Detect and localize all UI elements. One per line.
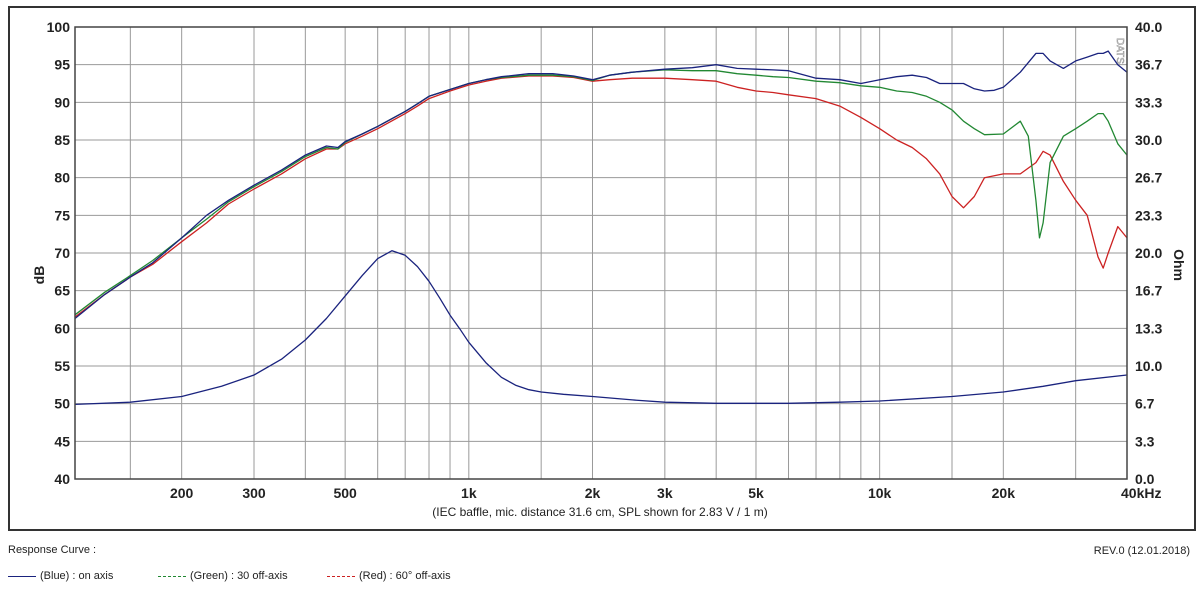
y2-tick-label: 0.0: [1135, 471, 1155, 487]
y-tick-label: 70: [54, 245, 70, 261]
x-tick-label: 500: [333, 485, 357, 501]
y2-tick-label: 26.7: [1135, 170, 1162, 186]
y2-tick-label: 10.0: [1135, 358, 1162, 374]
grid: [75, 26, 1128, 480]
y-tick-label: 40: [54, 471, 70, 487]
legend-label-green: (Green) : 30 off-axis: [190, 570, 288, 582]
y-tick-label: 45: [54, 433, 70, 449]
y-axis-title: dB: [31, 266, 47, 285]
x-tick-label: 40kHz: [1121, 485, 1161, 501]
y2-tick-label: 16.7: [1135, 283, 1162, 299]
y2-tick-label: 20.0: [1135, 245, 1162, 261]
x-tick-label: 10k: [868, 485, 892, 501]
series-red-60-off-axis: [74, 75, 1128, 318]
x-tick-label: 200: [170, 485, 194, 501]
revision-label: REV.0 (12.01.2018): [1093, 545, 1190, 557]
chart-caption: (IEC baffle, mic. distance 31.6 cm, SPL …: [432, 505, 767, 519]
x-tick-label: 2k: [585, 485, 601, 501]
x-tick-label: 5k: [748, 485, 764, 501]
y-tick-label: 85: [54, 132, 70, 148]
y-tick-label: 100: [47, 19, 71, 35]
y-tick-label: 55: [54, 358, 70, 374]
legend-swatch-red: [327, 575, 355, 577]
y-tick-label: 80: [54, 170, 70, 186]
response-curve-label: Response Curve :: [8, 544, 97, 556]
series-group: [74, 50, 1128, 406]
x-tick-label: 3k: [657, 485, 673, 501]
series-impedance: [74, 250, 1128, 406]
x-tick-label: 300: [242, 485, 266, 501]
y2-tick-label: 33.3: [1135, 94, 1162, 110]
plot-border: [74, 26, 1128, 480]
y2-tick-label: 3.3: [1135, 433, 1155, 449]
y2-tick-label: 23.3: [1135, 207, 1162, 223]
legend-label-blue: (Blue) : on axis: [40, 570, 114, 582]
y2-tick-label: 36.7: [1135, 57, 1162, 73]
y2-axis-ticks: 40.0 36.7 33.3 30.0 26.7 23.3 20.0 16.7 13.3 10.0…: [1135, 19, 1162, 487]
frequency-response-chart: 100 95 90 85 80 75 70 65 60 55 50 45 40 40.0 36.7 33.3…: [31, 19, 1187, 519]
y-tick-label: 75: [54, 207, 70, 223]
legend-item-blue: (Blue) : on axis: [8, 570, 113, 582]
y2-tick-label: 6.7: [1135, 396, 1155, 412]
legend-label-red: (Red) : 60° off-axis: [359, 570, 451, 582]
legend-item-green: (Green) : 30 off-axis: [158, 570, 288, 582]
y-tick-label: 95: [54, 57, 70, 73]
legend-swatch-green: [158, 575, 186, 577]
series-green-30-off-axis: [74, 69, 1128, 316]
series-blue-on-axis: [74, 50, 1128, 320]
y-axis-ticks: 100 95 90 85 80 75 70 65 60 55 50 45 40: [47, 19, 71, 487]
y2-tick-label: 13.3: [1135, 320, 1162, 336]
x-tick-label: 20k: [992, 485, 1016, 501]
y-tick-label: 50: [54, 396, 70, 412]
y2-axis-title: Ohm: [1171, 249, 1187, 281]
legend-swatch-blue: [8, 575, 36, 577]
legend-item-red: (Red) : 60° off-axis: [327, 570, 451, 582]
watermark: DATS: [1114, 38, 1125, 64]
y-tick-label: 65: [54, 283, 70, 299]
x-tick-label: 1k: [461, 485, 477, 501]
y-tick-label: 90: [54, 94, 70, 110]
y-tick-label: 60: [54, 320, 70, 336]
y2-tick-label: 30.0: [1135, 132, 1162, 148]
y2-tick-label: 40.0: [1135, 19, 1162, 35]
x-axis-ticks: 200 300 500 1k 2k 3k 5k 10k 20k 40kHz: [170, 485, 1161, 501]
